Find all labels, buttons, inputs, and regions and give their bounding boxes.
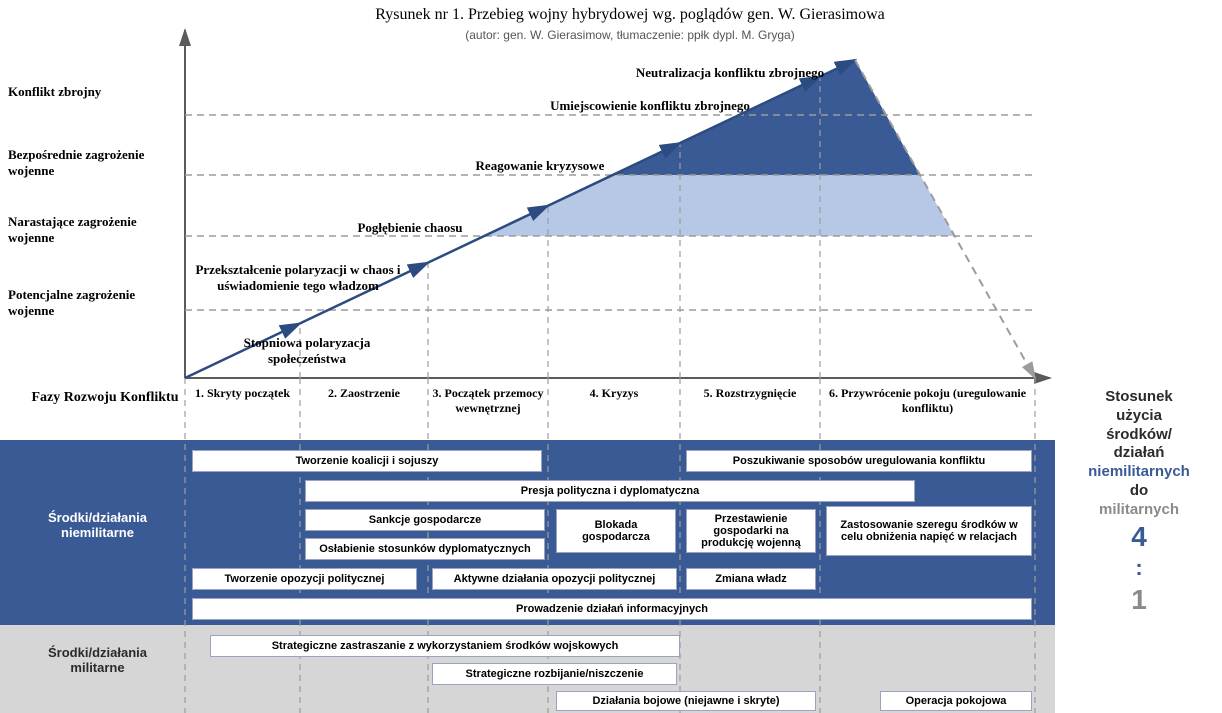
nonmilitary-box: Aktywne działania opozycji politycznej [432,568,677,590]
phase-label: 5. Rozstrzygnięcie [683,386,817,401]
phase-label: 2. Zaostrzenie [303,386,425,401]
segment-label: Reagowanie kryzysowe [440,158,640,174]
military-box: Działania bojowe (niejawne i skryte) [556,691,816,711]
y-axis-label: Konflikt zbrojny [8,84,180,100]
ratio-line: działań [1060,444,1218,463]
nonmilitary-box: Blokada gospodarcza [556,509,676,553]
nonmilitary-box: Przestawienie gospodarki na produkcję wo… [686,509,816,553]
phase-label: 3. Początek przemocy wewnętrznej [431,386,545,416]
segment-label: Neutralizacja konfliktu zbrojnego [600,65,860,81]
x-axis-title: Fazy Rozwoju Konfliktu [30,390,180,406]
panel-label-nonmilitary: Środki/działania niemilitarne [20,510,175,540]
ratio-line: Stosunek [1060,388,1218,407]
segment-label: Przekształcenie polaryzacji w chaos i uś… [188,262,408,294]
y-axis-label: Potencjalne zagrożenie wojenne [8,287,180,319]
ratio-line: niemilitarnych [1060,463,1218,482]
nonmilitary-box: Tworzenie koalicji i sojuszy [192,450,542,472]
segment-label: Pogłębienie chaosu [320,220,500,236]
phase-label: 1. Skryty początek [188,386,297,401]
y-axis-label: Bezpośrednie zagrożenie wojenne [8,147,180,179]
ratio-line: do [1060,482,1218,501]
ratio-line: : [1060,554,1218,582]
figure-root: Rysunek nr 1. Przebieg wojny hybrydowej … [0,0,1222,713]
phase-label: 4. Kryzys [551,386,677,401]
y-axis-label: Narastające zagrożenie wojenne [8,214,180,246]
nonmilitary-box: Presja polityczna i dyplomatyczna [305,480,915,502]
military-box: Operacja pokojowa [880,691,1032,711]
phase-label: 6. Przywrócenie pokoju (uregulowanie kon… [823,386,1032,416]
military-box: Strategiczne zastraszanie z wykorzystani… [210,635,680,657]
nonmilitary-box: Zastosowanie szeregu środków w celu obni… [826,506,1032,556]
nonmilitary-box: Prowadzenie działań informacyjnych [192,598,1032,620]
nonmilitary-box: Osłabienie stosunków dyplomatycznych [305,538,545,560]
ratio-sidebar: Stosunekużyciaśrodków/działańniemilitarn… [1060,388,1218,617]
ratio-line: użycia [1060,407,1218,426]
segment-label: Umiejscowienie konfliktu zbrojnego [520,98,780,114]
nonmilitary-box: Tworzenie opozycji politycznej [192,568,417,590]
military-box: Strategiczne rozbijanie/niszczenie [432,663,677,685]
nonmilitary-box: Sankcje gospodarcze [305,509,545,531]
ratio-line: 4 [1060,519,1218,554]
segment-label: Stopniowa polaryzacja społeczeństwa [212,335,402,367]
nonmilitary-box: Zmiana władz [686,568,816,590]
ratio-line: militarnych [1060,501,1218,520]
ratio-line: 1 [1060,582,1218,617]
nonmilitary-box: Poszukiwanie sposobów uregulowania konfl… [686,450,1032,472]
panel-label-military: Środki/działania militarne [20,645,175,675]
ratio-line: środków/ [1060,426,1218,445]
